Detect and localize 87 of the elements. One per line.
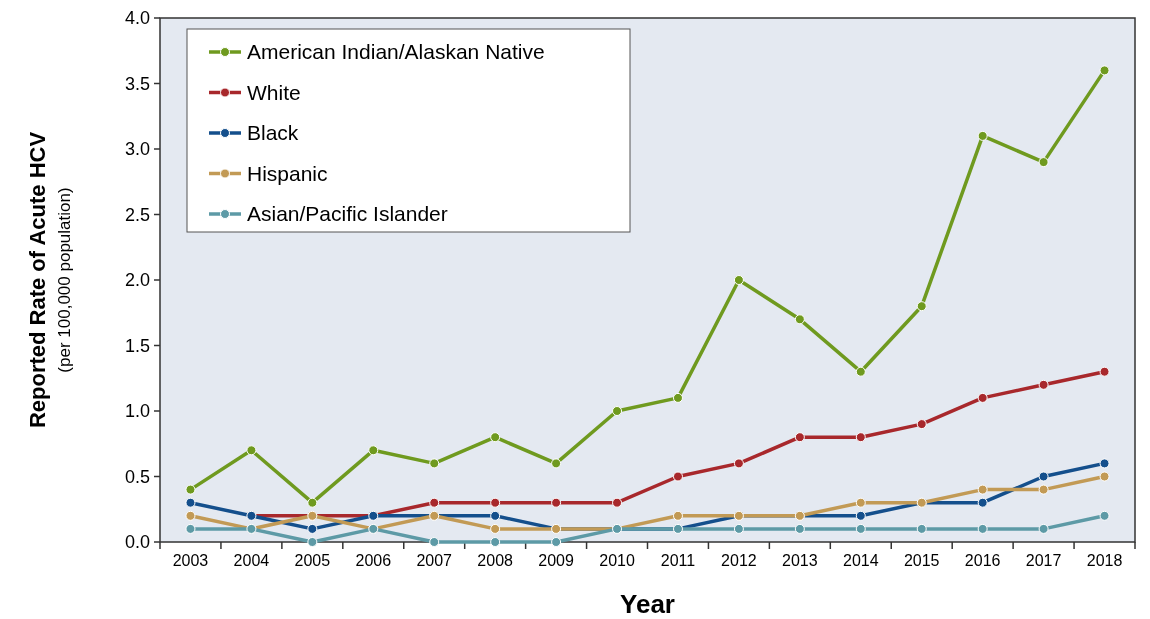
point <box>1038 471 1049 482</box>
y-tick-label: 1.0 <box>124 401 150 422</box>
point <box>1099 510 1110 521</box>
x-tick-label: 2003 <box>172 552 209 569</box>
point <box>977 484 988 495</box>
y-tick-label: 1.5 <box>124 335 150 356</box>
point <box>429 537 440 547</box>
point <box>672 392 683 403</box>
legend-label: Asian/Pacific Islander <box>247 202 448 226</box>
x-tick-label: 2015 <box>903 552 940 569</box>
point <box>612 406 623 416</box>
x-tick-label: 2010 <box>599 552 635 569</box>
x-tick-label: 2009 <box>538 552 574 569</box>
y-tick-label: 2.0 <box>124 270 150 291</box>
point <box>855 366 866 377</box>
point <box>490 497 501 508</box>
x-tick-label: 2007 <box>416 552 453 569</box>
point <box>1038 157 1049 168</box>
x-axis-title: Year <box>620 589 675 619</box>
point <box>1099 458 1110 469</box>
y-tick-label: 4.0 <box>124 8 150 29</box>
point <box>855 523 866 534</box>
point <box>794 523 805 534</box>
point <box>185 510 196 521</box>
point <box>185 523 196 534</box>
point <box>733 275 744 285</box>
x-tick-label: 2014 <box>842 552 879 569</box>
text: (per 100,000 population) <box>55 187 74 373</box>
point <box>185 484 196 495</box>
legend-label: American Indian/Alaskan Native <box>247 40 545 64</box>
y-tick-label: 0.5 <box>124 466 150 487</box>
point <box>916 419 927 430</box>
point <box>855 432 866 443</box>
point <box>307 497 318 508</box>
x-tick-label: 2018 <box>1086 552 1123 569</box>
point <box>185 497 196 508</box>
point <box>1099 471 1110 482</box>
point <box>733 458 744 469</box>
point <box>1099 65 1110 76</box>
point <box>977 497 988 508</box>
point <box>672 510 683 521</box>
point <box>916 301 927 312</box>
x-tick-label: 2011 <box>660 552 696 569</box>
point <box>246 445 257 456</box>
point <box>490 432 501 443</box>
point <box>672 471 683 482</box>
legend-label: White <box>247 80 301 104</box>
point <box>733 523 744 534</box>
point <box>1038 379 1049 390</box>
point <box>551 458 562 469</box>
point <box>429 497 440 508</box>
point <box>855 497 866 508</box>
x-tick-label: 2013 <box>782 552 818 569</box>
point <box>307 523 318 534</box>
point <box>368 445 379 456</box>
point <box>1038 523 1049 534</box>
point <box>490 537 501 547</box>
point <box>1099 366 1110 377</box>
point <box>855 510 866 521</box>
point <box>307 537 318 547</box>
point <box>1038 484 1049 495</box>
y-tick-label: 3.5 <box>124 73 150 94</box>
point <box>977 392 988 403</box>
x-tick-label: 2004 <box>233 552 270 569</box>
point <box>429 458 440 469</box>
y-axis-title: Reported Rate of Acute HCV <box>25 131 50 429</box>
x-tick-label: 2008 <box>477 552 514 569</box>
x-tick-label: 2016 <box>964 552 1001 569</box>
y-tick-label: 2.5 <box>124 204 150 225</box>
point <box>794 432 805 443</box>
x-tick-label: 2005 <box>294 552 331 569</box>
point <box>977 130 988 141</box>
point <box>916 523 927 534</box>
point <box>977 523 988 534</box>
point <box>551 497 562 508</box>
point <box>490 523 501 534</box>
point <box>490 510 501 521</box>
x-tick-label: 2017 <box>1025 552 1062 569</box>
y-tick-label: 3.0 <box>124 139 150 160</box>
x-tick-label: 2006 <box>355 552 392 569</box>
legend-label: Black <box>247 121 299 145</box>
point <box>612 497 623 508</box>
legend-label: Hispanic <box>247 161 328 185</box>
point <box>794 314 805 325</box>
x-tick-label: 2012 <box>721 552 757 569</box>
point <box>551 537 562 547</box>
y-tick-label: 0.0 <box>124 532 150 553</box>
